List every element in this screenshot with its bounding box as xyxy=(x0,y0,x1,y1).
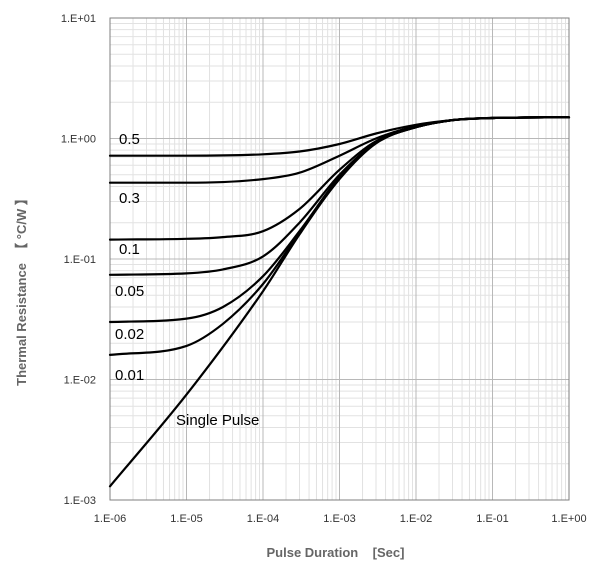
y-tick-label: 1.E-03 xyxy=(64,495,96,507)
plot-frame xyxy=(109,17,570,501)
series-label-0-05: 0.05 xyxy=(115,283,144,300)
x-tick-label: 1.E+00 xyxy=(551,513,586,525)
x-tick-label: 1.E-03 xyxy=(323,513,355,525)
y-tick-label: 1.E-02 xyxy=(64,375,96,387)
series-label-0-1: 0.1 xyxy=(119,241,140,258)
x-tick-labels: 1.E-06 1.E-05 1.E-04 1.E-03 1.E-02 1.E-01 1.E+… xyxy=(94,513,587,525)
x-axis-title: Pulse Duration [Sec] xyxy=(267,545,405,560)
x-tick-label: 1.E-06 xyxy=(94,513,126,525)
series-line-single-pulse xyxy=(108,116,571,488)
y-tick-label: 1.E-01 xyxy=(64,254,96,266)
series-labels: 0.5 0.3 0.1 0.05 0.02 0.01 Single Pulse xyxy=(115,131,259,429)
y-axis-title: Thermal Resistance 【 °C/W 】 xyxy=(14,192,29,386)
y-tick-label: 1.E+01 xyxy=(61,13,96,25)
series-label-single-pulse: Single Pulse xyxy=(176,412,259,429)
y-tick-label: 1.E+00 xyxy=(61,134,96,146)
x-tick-label: 1.E-05 xyxy=(170,513,202,525)
series-label-0-3: 0.3 xyxy=(119,190,140,207)
series-label-0-5: 0.5 xyxy=(119,131,140,148)
y-tick-labels: 1.E-03 1.E-02 1.E-01 1.E+00 1.E+01 xyxy=(61,13,96,507)
series-lines xyxy=(108,116,571,488)
series-label-0-01: 0.01 xyxy=(115,367,144,384)
x-tick-label: 1.E-01 xyxy=(476,513,508,525)
series-label-0-02: 0.02 xyxy=(115,326,144,343)
x-tick-label: 1.E-04 xyxy=(247,513,279,525)
x-tick-label: 1.E-02 xyxy=(400,513,432,525)
